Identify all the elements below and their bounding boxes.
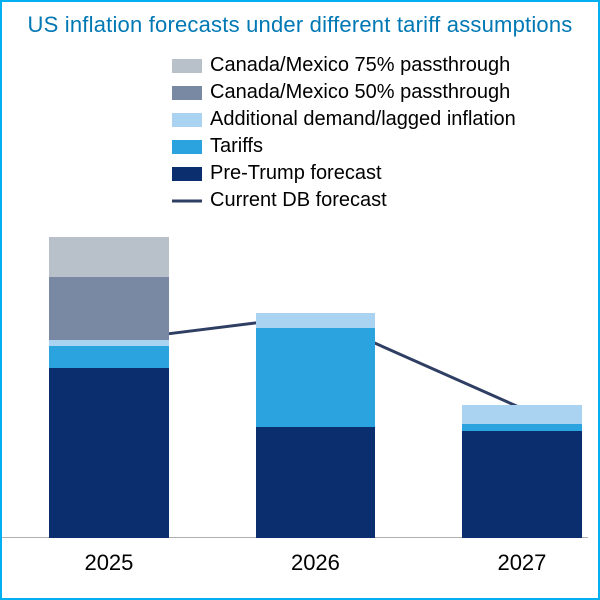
bar-segment-tariffs bbox=[49, 346, 168, 368]
legend-swatch bbox=[172, 59, 202, 73]
plot-area bbox=[2, 232, 588, 538]
legend-swatch bbox=[172, 86, 202, 100]
legend-label: Canada/Mexico 75% passthrough bbox=[210, 54, 510, 77]
bar-segment-additional_demand bbox=[462, 405, 581, 423]
legend-line-swatch bbox=[172, 194, 202, 208]
chart-title: US inflation forecasts under different t… bbox=[2, 12, 598, 38]
bar-segment-additional_demand bbox=[49, 340, 168, 346]
legend-item-cm50: Canada/Mexico 50% passthrough bbox=[172, 81, 588, 104]
legend-item-additional: Additional demand/lagged inflation bbox=[172, 108, 588, 131]
legend: Canada/Mexico 75% passthrough Canada/Mex… bbox=[172, 54, 588, 212]
legend-item-cm75: Canada/Mexico 75% passthrough bbox=[172, 54, 588, 77]
legend-item-tariffs: Tariffs bbox=[172, 135, 588, 158]
legend-label: Additional demand/lagged inflation bbox=[210, 108, 516, 131]
legend-swatch bbox=[172, 167, 202, 181]
legend-label: Canada/Mexico 50% passthrough bbox=[210, 81, 510, 104]
legend-swatch bbox=[172, 113, 202, 127]
x-axis-label: 2026 bbox=[240, 550, 390, 576]
legend-item-pretrump: Pre-Trump forecast bbox=[172, 162, 588, 185]
legend-label: Tariffs bbox=[210, 135, 263, 158]
chart-frame: US inflation forecasts under different t… bbox=[0, 0, 600, 600]
bar-segment-tariffs bbox=[462, 424, 581, 431]
bar-segment-pre_trump bbox=[256, 427, 375, 538]
legend-swatch bbox=[172, 140, 202, 154]
legend-label: Current DB forecast bbox=[210, 189, 387, 212]
bar-segment-cm50 bbox=[49, 277, 168, 340]
bar-segment-tariffs bbox=[256, 328, 375, 428]
bar-segment-pre_trump bbox=[462, 431, 581, 538]
bar-segment-cm75 bbox=[49, 237, 168, 278]
x-axis-label: 2025 bbox=[34, 550, 184, 576]
x-axis-label: 2027 bbox=[447, 550, 597, 576]
legend-item-line: Current DB forecast bbox=[172, 189, 588, 212]
legend-label: Pre-Trump forecast bbox=[210, 162, 382, 185]
bar-segment-pre_trump bbox=[49, 368, 168, 538]
bar-segment-additional_demand bbox=[256, 313, 375, 328]
